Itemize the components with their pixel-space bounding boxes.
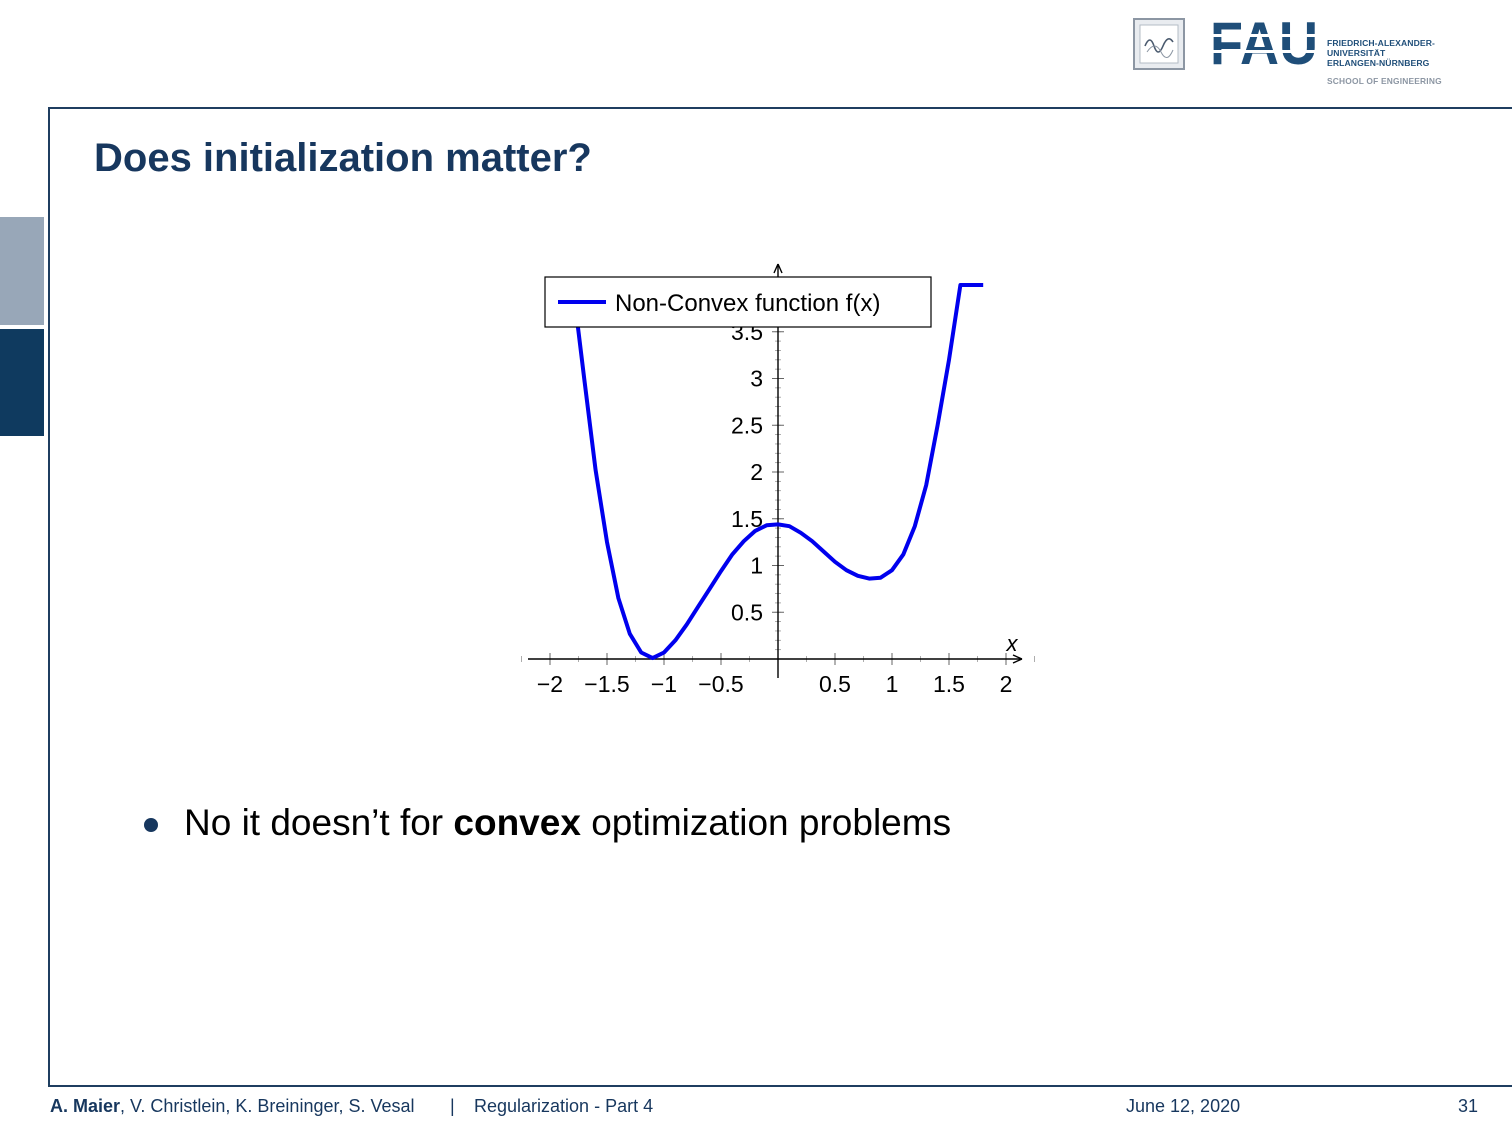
legend-box <box>544 276 932 328</box>
x-tick-label: −0.5 <box>698 671 743 697</box>
x-tick-label: −2 <box>537 671 563 697</box>
fau-mark-text: FAU <box>1210 20 1318 66</box>
y-tick-label: 1 <box>750 553 763 579</box>
series-line <box>570 283 984 661</box>
bullet-bold-word: convex <box>453 802 581 843</box>
footer-date: June 12, 2020 <box>1126 1096 1241 1116</box>
footer-authors: A. Maier, V. Christlein, K. Breininger, … <box>50 1096 415 1117</box>
bullet-prefix: No it doesn’t for <box>184 802 454 843</box>
slide-title: Does initialization matter? <box>94 136 592 180</box>
legend-label: Non-Convex function f(x) <box>615 290 880 317</box>
x-tick-label: −1.5 <box>584 671 629 697</box>
footer-authors-rest: , V. Christlein, K. Breininger, S. Vesal <box>120 1096 415 1116</box>
university-line-3: ERLANGEN-NÜRNBERG <box>1327 58 1430 68</box>
school-name: SCHOOL OF ENGINEERING <box>1327 76 1442 86</box>
fau-logo-icon: FAU <box>1210 20 1320 66</box>
y-tick-label: 3 <box>750 366 763 392</box>
footer-lecture: Regularization - Part 4 <box>474 1096 654 1116</box>
x-tick-label: 0.5 <box>819 671 851 697</box>
slide-frame <box>48 107 1512 1087</box>
university-logo: FAU FRIEDRICH-ALEXANDER- UNIVERSITÄT ERL… <box>1130 16 1510 92</box>
x-tick-label: 1 <box>886 671 899 697</box>
y-tick-label: 0.5 <box>731 599 763 625</box>
y-axis-arrow-icon <box>773 263 783 274</box>
footer-page-number: 31 <box>1458 1096 1479 1116</box>
bullet-dot-icon <box>144 818 158 832</box>
bullet-suffix: optimization problems <box>580 802 952 843</box>
side-tab-lower <box>0 329 44 436</box>
y-tick-label: 1.5 <box>731 506 763 532</box>
x-axis-label: x <box>1006 631 1019 656</box>
x-tick-label: −1 <box>651 671 677 697</box>
x-tick-label: 1.5 <box>933 671 965 697</box>
university-name: FRIEDRICH-ALEXANDER- UNIVERSITÄT ERLANGE… <box>1327 38 1435 68</box>
x-tick-label: 2 <box>1000 671 1013 697</box>
seal-icon <box>1133 18 1185 70</box>
bullet-text: No it doesn’t for convex optimization pr… <box>184 802 951 844</box>
footer-author-bold: A. Maier <box>50 1096 121 1116</box>
footer-separator: | <box>450 1096 455 1116</box>
function-plot: −2 −1.5 −1 −0.5 0.5 1 1.5 20.511.522.533.5 x No… <box>521 263 1035 697</box>
y-tick-label: 2.5 <box>731 412 763 438</box>
side-tab-upper <box>0 217 44 325</box>
university-line-2: UNIVERSITÄT <box>1327 48 1386 58</box>
university-line-1: FRIEDRICH-ALEXANDER- <box>1327 38 1435 48</box>
y-tick-label: 2 <box>750 459 763 485</box>
x-axis-arrow-icon <box>1012 654 1023 664</box>
